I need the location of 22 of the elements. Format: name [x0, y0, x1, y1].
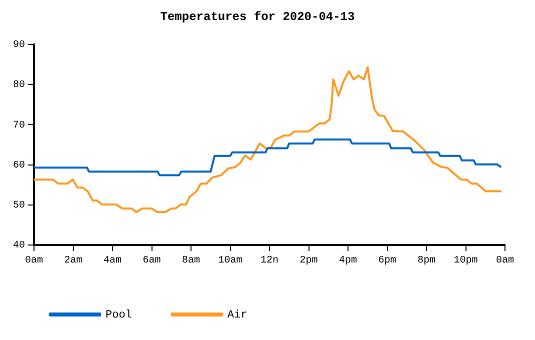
- y-tick-label: 90: [12, 40, 25, 52]
- x-tick-label: 6pm: [378, 256, 396, 267]
- x-tick-label: 4am: [103, 256, 122, 267]
- x-tick-label: 12n: [260, 256, 279, 267]
- x-tick-label: 6am: [142, 256, 161, 267]
- x-tick-label: 2am: [64, 256, 82, 267]
- x-tick-label: 10pm: [454, 256, 478, 267]
- x-tick-label: 8am: [182, 256, 200, 267]
- y-tick-label: 40: [12, 240, 25, 252]
- y-tick-label: 60: [12, 160, 25, 172]
- x-tick-label: 8pm: [417, 256, 436, 267]
- x-tick-label: 4pm: [338, 256, 358, 267]
- legend-label: Pool: [106, 309, 132, 322]
- y-tick-label: 50: [12, 200, 25, 212]
- x-tick-label: 0am: [24, 256, 44, 267]
- legend-label: Air: [227, 309, 248, 322]
- chart-title: Temperatures for 2020-04-13: [160, 10, 355, 24]
- x-tick-label: 0am: [496, 256, 514, 267]
- x-tick-label: 2pm: [300, 256, 318, 267]
- x-tick-label: 10am: [218, 256, 242, 267]
- y-tick-label: 80: [12, 80, 25, 92]
- y-tick-label: 70: [12, 120, 25, 132]
